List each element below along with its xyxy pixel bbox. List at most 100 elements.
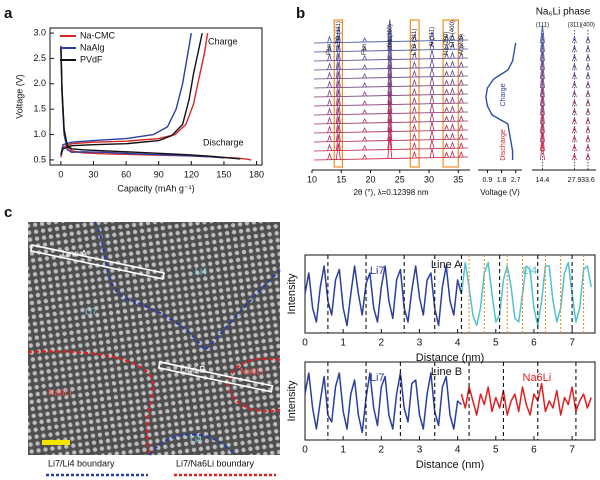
- diffraction-peak: [362, 55, 368, 61]
- diffraction-peak: [429, 76, 435, 86]
- diffraction-peak: [458, 106, 464, 113]
- image-label: Line A: [62, 248, 87, 258]
- x-tick-label: 10: [307, 174, 317, 184]
- diffraction-peak: [387, 100, 393, 123]
- diffraction-peak: [450, 60, 455, 68]
- inset-tick-label: 2.7: [511, 177, 521, 184]
- diffraction-peak: [444, 79, 449, 86]
- diffraction-peak: [362, 73, 368, 79]
- x-tick-label: 6: [531, 338, 537, 349]
- diffraction-peak: [335, 89, 341, 106]
- panel-label: b: [296, 5, 305, 22]
- diffraction-peak: [362, 64, 368, 70]
- x-tick-label: 1: [340, 445, 346, 456]
- phase-peak: [585, 62, 591, 71]
- diffraction-peak: [335, 134, 341, 151]
- phase-tick-label: 33.6: [581, 177, 595, 184]
- image-label: Li4: [190, 434, 202, 444]
- diffraction-peak: [362, 154, 368, 160]
- diffraction-peak: [335, 35, 341, 52]
- diffraction-peak: [458, 151, 464, 158]
- x-tick-label: 5: [493, 338, 499, 349]
- diffraction-peak: [327, 107, 332, 115]
- tem-image: [27, 221, 281, 456]
- x-tick-label: 1: [340, 338, 346, 349]
- peak-label: Na (200): [444, 32, 450, 55]
- data-line: [60, 32, 203, 156]
- diffraction-peak: [335, 71, 341, 88]
- image-label: Li4: [195, 266, 207, 276]
- plot-title: Line B: [431, 366, 462, 378]
- phase-peak: [540, 114, 545, 134]
- diffraction-peak: [429, 112, 435, 122]
- diffraction-peak: [450, 69, 455, 77]
- phase-peak: [540, 24, 545, 44]
- diffraction-peak: [444, 52, 449, 59]
- phase-peak: [572, 143, 577, 152]
- phase-peak: [540, 87, 545, 107]
- diffraction-peak: [458, 70, 464, 77]
- phase-peak: [572, 89, 577, 98]
- highlight-box: [442, 19, 459, 168]
- diffraction-peak: [412, 123, 417, 132]
- diffraction-peak: [362, 100, 368, 106]
- trace-baseline: [313, 156, 469, 161]
- diffraction-peak: [362, 109, 368, 115]
- phase-peak: [585, 152, 591, 161]
- diffraction-peak: [444, 70, 449, 77]
- diffraction-peak: [362, 91, 368, 97]
- diffraction-peak: [362, 118, 368, 124]
- x-tick-label: 25: [395, 174, 405, 184]
- diffraction-peak: [412, 87, 417, 96]
- image-label: Na6Li: [240, 366, 264, 376]
- phase-peak: [540, 105, 545, 125]
- diffraction-peak: [335, 62, 341, 79]
- diffraction-peak: [327, 53, 332, 61]
- x-tick-label: 90: [154, 169, 164, 179]
- phase-peak: [540, 132, 545, 152]
- diffraction-peak: [458, 88, 464, 95]
- diffraction-peak: [444, 97, 449, 104]
- diffraction-peak: [387, 64, 393, 87]
- legend-label: PVdF: [80, 54, 103, 64]
- data-line: [60, 32, 192, 156]
- phase-peak: [540, 96, 545, 116]
- phase-peak: [585, 116, 591, 125]
- legend-label: Li7/Na6Li boundary: [176, 458, 255, 468]
- x-axis-label: Distance (nm): [416, 459, 484, 471]
- phase-peak: [585, 53, 591, 62]
- diffraction-peak: [458, 133, 464, 140]
- diffraction-peak: [412, 150, 417, 159]
- data-line: [60, 45, 224, 159]
- diffraction-peak: [335, 116, 341, 133]
- diffraction-peak: [412, 51, 417, 60]
- inset-label: Charge: [500, 83, 507, 106]
- legend-label: NaAlg: [80, 42, 105, 52]
- diffraction-peak: [450, 123, 455, 131]
- diffraction-peak: [362, 46, 368, 52]
- x-tick-label: 180: [249, 169, 264, 179]
- diffraction-peak: [458, 97, 464, 104]
- diffraction-peak: [387, 118, 393, 141]
- diffraction-peak: [387, 28, 393, 51]
- diffraction-peak: [412, 60, 417, 69]
- diffraction-peak: [458, 142, 464, 149]
- x-tick-label: 30: [424, 174, 434, 184]
- peak-label: Na (110): [387, 24, 393, 47]
- x-tick-label: 4: [455, 338, 461, 349]
- trace-baseline: [313, 102, 469, 107]
- series-label: Li7: [370, 265, 385, 277]
- diffraction-peak: [444, 34, 449, 41]
- peak-label: Al (111): [430, 27, 436, 47]
- diffraction-peak: [387, 55, 393, 78]
- annotation: Charge: [208, 36, 238, 46]
- phase-peak: [572, 107, 577, 116]
- diffraction-peak: [429, 148, 435, 158]
- y-axis-label: Intensity: [286, 273, 298, 314]
- trace-baseline: [313, 84, 469, 89]
- legend-label: Li7/Li4 boundary: [48, 458, 115, 468]
- data-line: [460, 261, 592, 327]
- phase-peak: [572, 80, 577, 89]
- panel-label: a: [4, 5, 13, 22]
